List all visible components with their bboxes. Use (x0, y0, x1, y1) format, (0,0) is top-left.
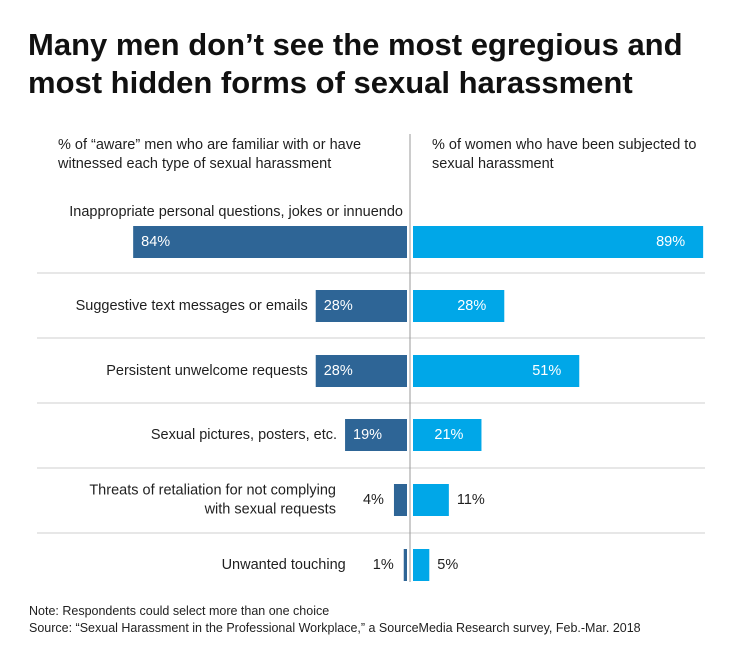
women-value-label: 28% (457, 298, 486, 314)
men-value-label: 1% (373, 557, 394, 573)
category-label: Suggestive text messages or emails (76, 298, 308, 314)
men-value-label: 28% (324, 298, 353, 314)
women-value-label: 11% (457, 492, 485, 508)
men-bar (345, 419, 407, 451)
men-value-label: 28% (324, 363, 353, 379)
men-value-label: 4% (363, 492, 384, 508)
women-value-label: 89% (656, 234, 685, 250)
men-bar (315, 290, 407, 322)
category-label: Persistent unwelcome requests (106, 363, 308, 379)
category-label: Inappropriate personal questions, jokes … (69, 204, 403, 220)
men-bar (133, 226, 407, 258)
category-label: Threats of retaliation for not complying (89, 483, 336, 499)
men-column-header: % of “aware” men who are familiar with o… (58, 137, 362, 172)
men-bar (393, 484, 407, 516)
diverging-bar-chart: 84% 89% Inappropriate personal questions, … (37, 134, 705, 582)
women-bar (413, 484, 449, 516)
women-value-label: 5% (437, 557, 458, 573)
category-label: Sexual pictures, posters, etc. (151, 427, 337, 443)
men-value-label: 84% (141, 234, 170, 250)
category-label: Unwanted touching (222, 557, 346, 573)
men-value-label: 19% (353, 427, 382, 443)
footnote: Note: Respondents could select more than… (29, 604, 330, 618)
women-bar (413, 355, 580, 387)
source-note: Source: “Sexual Harassment in the Profes… (29, 621, 641, 635)
men-bar (403, 549, 407, 581)
category-label: with sexual requests (204, 502, 336, 518)
women-column-header: % of women who have been subjected to se… (432, 137, 697, 172)
women-bar (413, 226, 704, 258)
women-bar (413, 549, 430, 581)
chart-title: Many men don’t see the most egregious an… (28, 27, 683, 100)
men-bar (315, 355, 407, 387)
women-bar (413, 419, 482, 451)
women-value-label: 51% (532, 363, 561, 379)
women-value-label: 21% (434, 427, 463, 443)
women-bar (413, 290, 505, 322)
